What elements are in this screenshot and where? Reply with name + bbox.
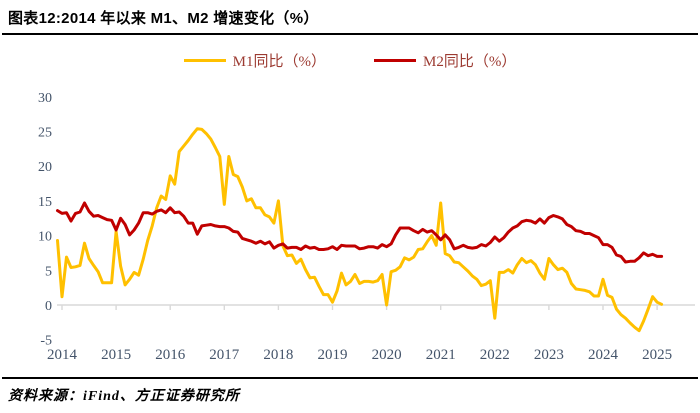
svg-text:2022: 2022	[480, 347, 510, 363]
svg-text:2025: 2025	[642, 347, 672, 363]
title-divider	[2, 33, 698, 35]
chart-legend: M1同比（%） M2同比（%）	[0, 50, 700, 70]
svg-text:2018: 2018	[263, 347, 293, 363]
svg-text:2014: 2014	[47, 347, 78, 363]
svg-text:2020: 2020	[372, 347, 402, 363]
legend-label-m2: M2同比（%）	[423, 53, 517, 70]
svg-text:2016: 2016	[155, 347, 186, 363]
svg-text:30: 30	[38, 91, 52, 106]
svg-text:2019: 2019	[318, 347, 348, 363]
svg-text:2023: 2023	[534, 347, 564, 363]
m2-line-swatch	[374, 58, 416, 62]
legend-label-m1: M1同比（%）	[232, 53, 326, 70]
source-note: 资料来源：iFind、方正证券研究所	[8, 389, 240, 404]
svg-text:15: 15	[38, 195, 52, 210]
svg-text:2024: 2024	[588, 347, 619, 363]
legend-item-m1: M1同比（%）	[183, 50, 326, 71]
svg-text:5: 5	[45, 264, 52, 279]
svg-text:-5: -5	[40, 334, 52, 349]
footer-divider	[2, 377, 698, 379]
legend-item-m2: M2同比（%）	[374, 50, 516, 71]
svg-text:25: 25	[38, 126, 52, 141]
svg-text:2015: 2015	[101, 347, 131, 363]
svg-text:0: 0	[45, 299, 52, 314]
svg-text:20: 20	[38, 160, 52, 175]
m1-line-swatch	[183, 58, 226, 62]
svg-text:2021: 2021	[426, 347, 456, 363]
figure-title: 图表12:2014 年以来 M1、M2 增速变化（%）	[8, 10, 319, 27]
svg-text:10: 10	[38, 230, 52, 245]
svg-text:2017: 2017	[209, 347, 240, 363]
